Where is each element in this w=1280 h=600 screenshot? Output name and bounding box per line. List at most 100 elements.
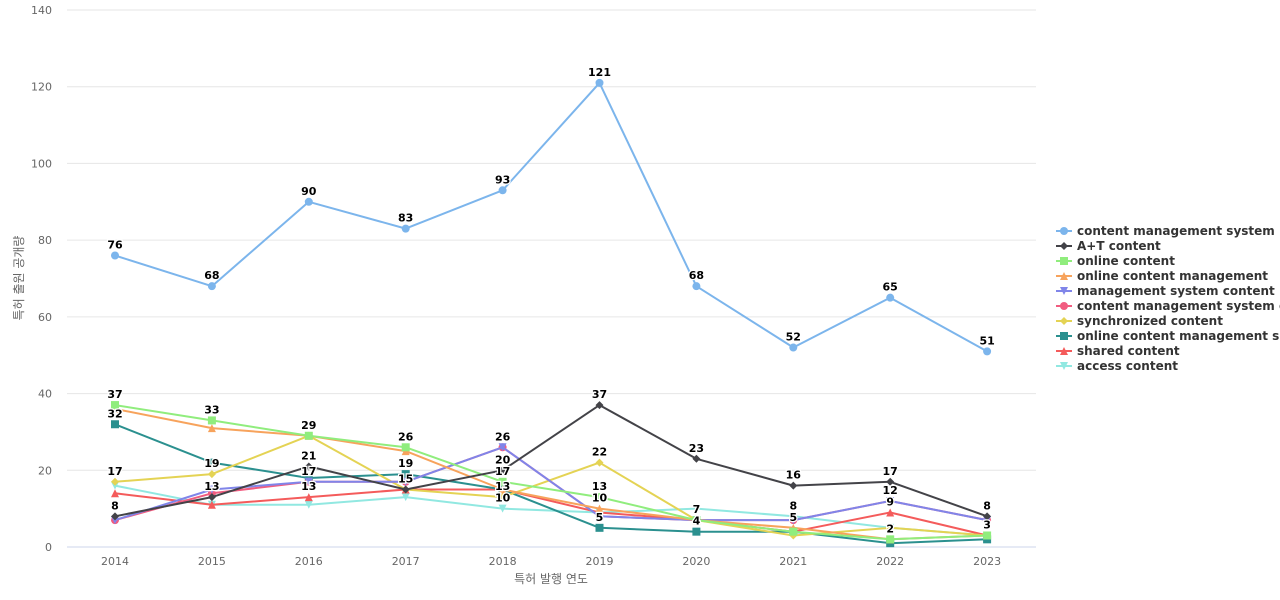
data-point xyxy=(304,462,313,471)
legend-swatch-icon xyxy=(1056,286,1072,295)
data-point xyxy=(886,523,895,532)
legend-swatch-icon xyxy=(1056,316,1072,325)
data-point xyxy=(207,416,216,425)
data-point xyxy=(595,78,604,87)
data-point xyxy=(401,485,410,494)
legend-item[interactable]: A+T content xyxy=(1056,238,1280,253)
data-label: 5 xyxy=(789,511,797,524)
data-label: 17 xyxy=(495,465,510,478)
data-point xyxy=(498,466,507,475)
data-label: 20 xyxy=(495,453,511,466)
data-point xyxy=(304,500,313,509)
data-point xyxy=(789,527,798,536)
data-point xyxy=(498,504,507,513)
legend-swatch-icon xyxy=(1056,331,1072,340)
legend-swatch-icon xyxy=(1056,301,1072,310)
data-label: 76 xyxy=(107,238,123,251)
legend-label: online content management s... xyxy=(1077,328,1280,343)
legend-item[interactable]: content management system xyxy=(1056,223,1280,238)
data-label: 19 xyxy=(204,457,219,470)
data-point xyxy=(1060,301,1068,310)
legend-item[interactable]: management system content xyxy=(1056,283,1280,298)
data-point xyxy=(692,282,701,291)
grid-lines xyxy=(67,9,1036,548)
legend-item[interactable]: online content xyxy=(1056,253,1280,268)
data-label: 19 xyxy=(398,457,413,470)
series-line xyxy=(114,404,988,541)
data-point xyxy=(886,293,895,302)
data-label: 10 xyxy=(592,492,608,505)
data-label: 3 xyxy=(983,518,991,531)
y-tick-label: 20 xyxy=(38,464,52,477)
data-point xyxy=(498,186,507,195)
data-label: 26 xyxy=(398,430,414,443)
data-point xyxy=(1060,286,1068,295)
legend-label: access content xyxy=(1077,358,1178,373)
data-point xyxy=(498,443,507,452)
data-label: 17 xyxy=(301,465,316,478)
data-label: 4 xyxy=(693,515,701,528)
legend-swatch-icon xyxy=(1056,226,1072,235)
data-label: 51 xyxy=(979,334,994,347)
y-tick-label: 80 xyxy=(38,234,52,247)
y-tick-label: 120 xyxy=(31,81,52,94)
legend-swatch-icon xyxy=(1056,346,1072,355)
data-point xyxy=(401,443,410,452)
line-chart: 특허 출원 공개량 특허 발행 연도 020406080100120140201… xyxy=(12,4,1036,586)
data-label: 68 xyxy=(204,269,219,282)
x-tick-label: 2021 xyxy=(779,555,807,568)
data-point xyxy=(692,454,701,463)
series-line xyxy=(114,446,988,522)
legend-item[interactable]: online content management xyxy=(1056,268,1280,283)
data-point xyxy=(401,477,410,486)
data-label: 8 xyxy=(789,499,797,512)
data-point xyxy=(111,420,119,429)
data-label: 33 xyxy=(204,403,219,416)
legend-label: synchronized content xyxy=(1077,313,1223,328)
data-label: 2 xyxy=(886,522,894,535)
data-point xyxy=(1060,316,1068,325)
data-point xyxy=(111,477,119,486)
data-label: 13 xyxy=(592,480,607,493)
x-tick-label: 2016 xyxy=(295,555,323,568)
legend-item[interactable]: access content xyxy=(1056,358,1280,373)
data-point xyxy=(498,477,507,486)
data-labels: 7668908393121685265513732178331913292117… xyxy=(106,65,996,537)
data-label: 52 xyxy=(786,331,801,344)
data-point xyxy=(692,527,701,536)
x-tick-label: 2014 xyxy=(101,555,129,568)
data-label: 5 xyxy=(596,511,604,524)
series-line xyxy=(114,488,988,537)
data-label: 13 xyxy=(495,480,510,493)
data-point xyxy=(983,347,992,356)
legend-item[interactable]: content management system c... xyxy=(1056,298,1280,313)
data-point xyxy=(692,504,701,513)
y-tick-label: 60 xyxy=(38,311,52,324)
series-shared-content xyxy=(111,485,992,540)
x-tick-label: 2015 xyxy=(198,555,226,568)
data-point xyxy=(886,496,895,505)
x-axis-title: 특허 발행 연도 xyxy=(514,571,588,586)
legend-label: online content management xyxy=(1077,268,1268,283)
y-tick-label: 140 xyxy=(31,4,52,17)
data-point xyxy=(692,516,701,525)
data-point xyxy=(983,531,992,540)
data-label: 37 xyxy=(592,388,607,401)
data-label: 29 xyxy=(301,419,316,432)
data-point xyxy=(886,535,895,544)
legend-item[interactable]: shared content xyxy=(1056,343,1280,358)
data-point xyxy=(111,489,119,498)
data-point xyxy=(207,485,216,494)
legend-swatch-icon xyxy=(1056,361,1072,370)
data-point xyxy=(983,512,992,521)
data-point xyxy=(1060,256,1068,265)
legend-item[interactable]: synchronized content xyxy=(1056,313,1280,328)
series-lines xyxy=(111,78,992,548)
legend-item[interactable]: online content management s... xyxy=(1056,328,1280,343)
legend-label: A+T content xyxy=(1077,238,1161,253)
legend-label: online content xyxy=(1077,253,1175,268)
data-label: 21 xyxy=(301,449,316,462)
series-line xyxy=(114,404,988,518)
data-point xyxy=(304,197,313,206)
data-point xyxy=(886,508,895,517)
